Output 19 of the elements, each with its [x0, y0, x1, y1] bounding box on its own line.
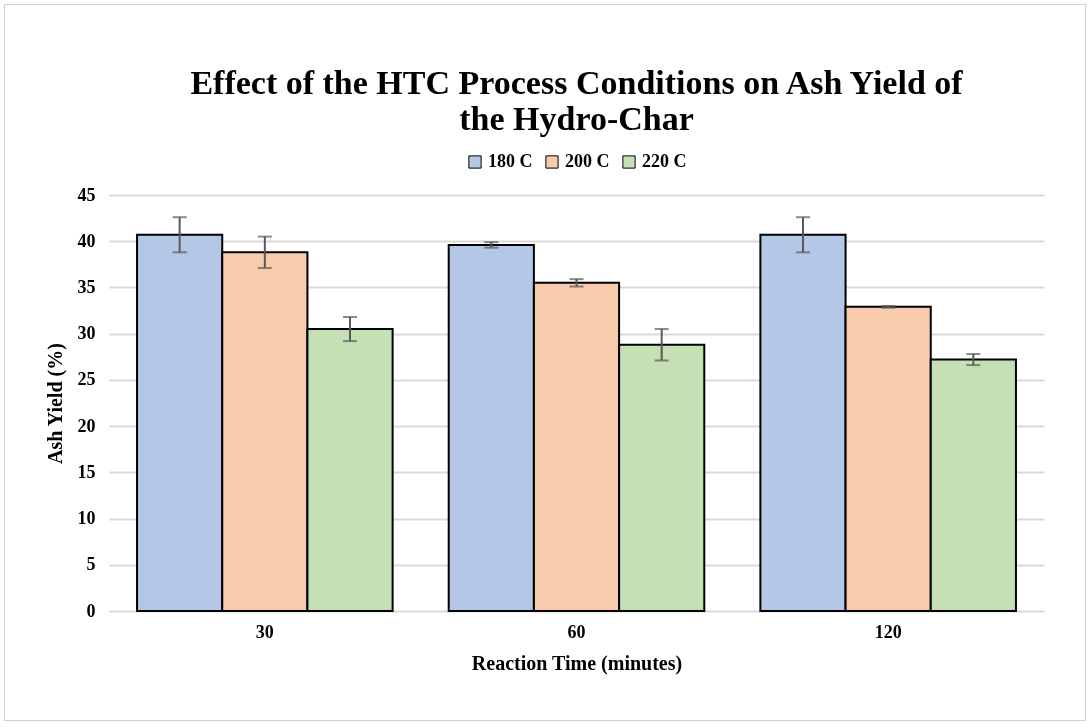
- legend-label: 200 C: [565, 151, 610, 171]
- chart-title: Effect of the HTC Process Conditions on Ash Yield of the Hydro-Char: [190, 64, 964, 137]
- y-tick-label: 10: [77, 508, 96, 529]
- x-tick-label: 60: [567, 621, 586, 642]
- x-tick-label: 30: [255, 621, 274, 642]
- y-tick-label: 30: [77, 323, 96, 344]
- y-tick-label: 40: [77, 230, 96, 251]
- y-tick-label: 0: [86, 600, 96, 621]
- legend-label: 180 C: [488, 151, 533, 171]
- y-tick-label: 5: [86, 554, 96, 575]
- x-tick-label: 120: [874, 621, 902, 642]
- y-tick-label: 25: [77, 369, 96, 390]
- y-tick-label: 45: [77, 184, 96, 205]
- y-tick-label: 20: [77, 415, 96, 436]
- y-tick-label: 15: [77, 461, 96, 482]
- legend-label: 220 C: [642, 151, 687, 171]
- x-axis-title: Reaction Time (minutes): [471, 651, 683, 675]
- y-axis-title: Ash Yield (%): [43, 343, 67, 464]
- y-tick-label: 35: [77, 276, 96, 297]
